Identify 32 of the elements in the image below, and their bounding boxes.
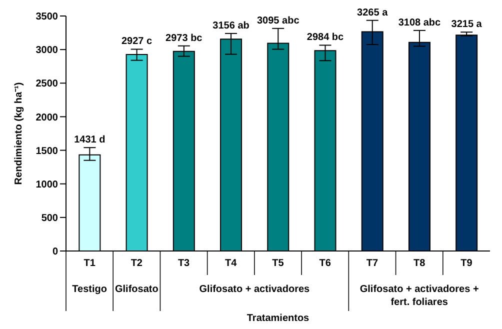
x-tick-label: T9 bbox=[460, 258, 473, 270]
data-label: 2927 c bbox=[122, 36, 153, 48]
y-tick-label: 2500 bbox=[36, 78, 58, 90]
y-tick-label: 500 bbox=[41, 212, 58, 224]
y-tick-label: 1500 bbox=[36, 146, 58, 157]
data-label: 3095 abc bbox=[257, 15, 300, 26]
y-tick-label: 3000 bbox=[36, 45, 58, 56]
x-tick-label: T8 bbox=[413, 258, 426, 270]
data-label: 3265 a bbox=[357, 7, 388, 18]
x-tick-label: T1 bbox=[84, 258, 96, 270]
y-tick-label: 3500 bbox=[36, 12, 58, 23]
data-label: 3156 ab bbox=[212, 20, 250, 32]
data-label: 3108 abc bbox=[398, 17, 442, 28]
data-label: 1431 d bbox=[74, 134, 106, 146]
text: Glifosato bbox=[114, 284, 158, 295]
text: Glifosato + activadores bbox=[199, 284, 310, 295]
y-tick-label: 1000 bbox=[36, 179, 58, 190]
text: Glifosato + activadores + fert. foliares bbox=[360, 284, 479, 308]
text: Testigo bbox=[72, 284, 107, 295]
data-label: 2984 bc bbox=[306, 32, 344, 44]
x-tick-label: T2 bbox=[130, 258, 143, 270]
x-axis-title: Tratamientos bbox=[246, 313, 310, 324]
y-tick-label: 2000 bbox=[36, 112, 58, 124]
x-tick-label: T7 bbox=[366, 258, 378, 270]
y-axis-title: Rendimiento (kg ha⁻¹) bbox=[14, 82, 25, 185]
x-tick-label: T3 bbox=[178, 258, 190, 270]
data-label: 2973 bc bbox=[166, 32, 203, 44]
x-tick-label: T4 bbox=[225, 258, 238, 270]
data-label: 3215 a bbox=[451, 19, 482, 30]
y-tick-label: 0 bbox=[52, 246, 58, 258]
x-tick-label: T5 bbox=[272, 258, 284, 270]
x-tick-label: T6 bbox=[319, 258, 332, 270]
